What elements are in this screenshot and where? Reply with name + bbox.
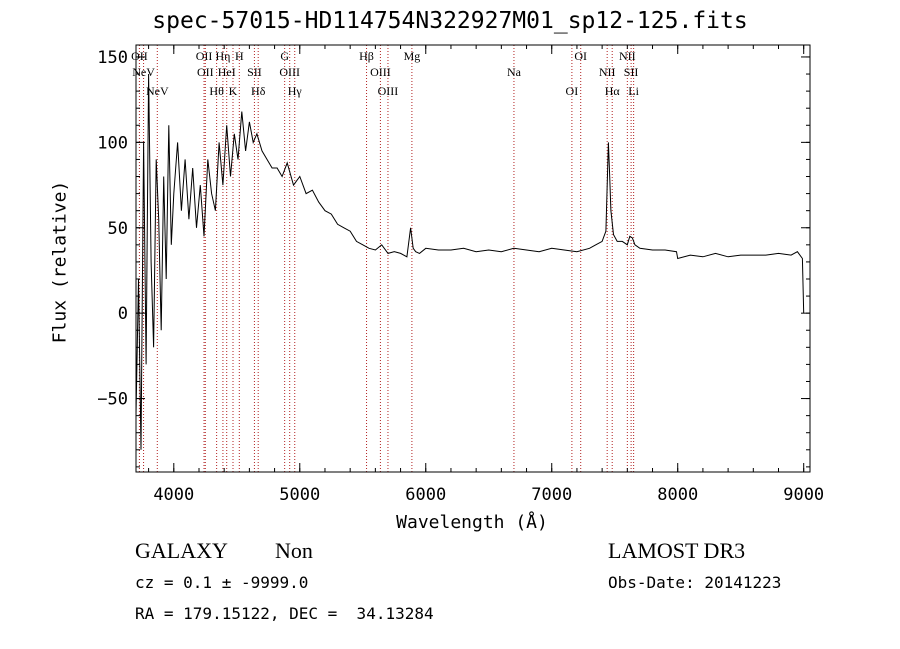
x-tick-label: 8000 (657, 485, 698, 505)
x-tick-label: 7000 (531, 485, 572, 505)
line-marker-labels: OIINeVNeVOIIOIIHθHηHeIKHSIIHδGOIIIHγHβOI… (131, 49, 640, 98)
x-tick-label: 5000 (279, 485, 320, 505)
line-marker-label: Hη (215, 49, 230, 63)
line-marker-label: Hδ (251, 84, 266, 98)
line-marker-label: OI (574, 49, 587, 63)
line-marker-label: OIII (370, 65, 391, 79)
line-marker-label: G (280, 49, 289, 63)
x-tick-label: 9000 (783, 485, 824, 505)
line-marker-label: OII (197, 65, 214, 79)
y-tick-label: 150 (97, 48, 128, 68)
line-marker-label: K (229, 84, 238, 98)
y-axis: −50 0 50 100 150 (97, 48, 810, 468)
line-marker-label: Hβ (359, 49, 374, 63)
survey-label: LAMOST DR3 (608, 538, 746, 563)
line-marker-label: Hα (605, 84, 621, 98)
line-markers (138, 45, 635, 472)
y-tick-label: 100 (97, 133, 128, 153)
line-marker-label: OII (131, 49, 148, 63)
coordinates: RA = 179.15122, DEC = 34.13284 (135, 604, 434, 623)
y-tick-label: 0 (118, 304, 128, 324)
plot-frame (135, 44, 811, 473)
line-marker-label: NII (619, 49, 636, 63)
line-marker-label: NII (599, 65, 616, 79)
line-marker-label: SII (624, 65, 639, 79)
line-marker-label: H (235, 49, 244, 63)
class-label: GALAXY (135, 538, 228, 563)
cz-line: cz = 0.1 ± -9999.0 (135, 573, 309, 592)
x-axis-label: Wavelength (Å) (396, 512, 548, 533)
y-tick-label: 50 (108, 219, 128, 239)
line-marker-label: Hγ (288, 84, 303, 98)
spectrum-line (135, 73, 805, 450)
y-axis-label: Flux (relative) (49, 180, 71, 344)
line-marker-label: OII (196, 49, 213, 63)
line-marker-label: SII (247, 65, 262, 79)
y-tick-label: −50 (97, 390, 128, 410)
line-marker-label: Na (507, 65, 522, 79)
obs-date: Obs-Date: 20141223 (608, 573, 782, 592)
x-axis: 4000 5000 6000 7000 8000 9000 (148, 45, 824, 505)
chart-title: spec-57015-HD114754N322927M01_sp12-125.f… (152, 8, 748, 34)
line-marker-label: Hθ (209, 84, 224, 98)
x-tick-label: 4000 (153, 485, 194, 505)
line-marker-label: OI (566, 84, 579, 98)
subclass-label: Non (275, 538, 313, 563)
line-marker-label: NeV (146, 84, 169, 98)
line-marker-label: Mg (404, 49, 421, 63)
x-tick-label: 6000 (405, 485, 446, 505)
line-marker-label: HeI (218, 65, 236, 79)
line-marker-label: OIII (279, 65, 300, 79)
line-marker-label: NeV (132, 65, 155, 79)
line-marker-label: Li (628, 84, 639, 98)
line-marker-label: OIII (378, 84, 399, 98)
